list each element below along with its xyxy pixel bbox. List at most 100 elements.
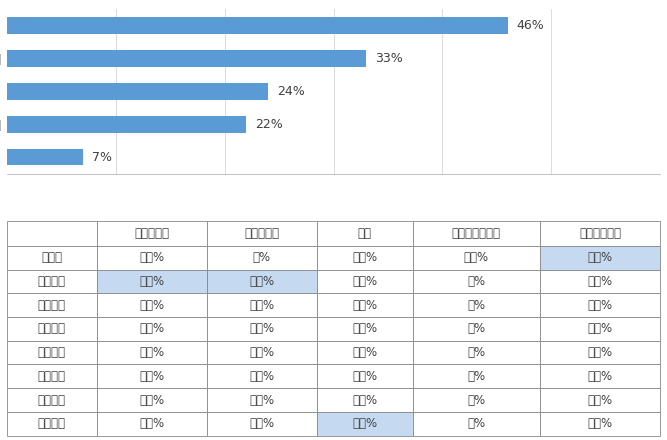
Text: ６%: ６% xyxy=(468,417,486,430)
Text: 特にしてない: 特にしてない xyxy=(579,227,621,240)
Bar xyxy=(413,317,540,341)
Bar xyxy=(413,293,540,317)
Bar xyxy=(317,317,413,341)
Text: ２９%: ２９% xyxy=(139,417,165,430)
Text: ５０%: ５０% xyxy=(139,275,165,288)
Text: ４０%: ４０% xyxy=(588,393,613,407)
Bar xyxy=(413,388,540,412)
Bar xyxy=(7,317,97,341)
Bar xyxy=(540,221,660,246)
Text: ３０%: ３０% xyxy=(139,346,165,359)
Bar xyxy=(413,412,540,436)
Bar xyxy=(97,270,207,293)
Text: 大雨や洪水: 大雨や洪水 xyxy=(244,227,279,240)
Bar xyxy=(413,270,540,293)
Bar xyxy=(7,246,97,270)
Bar xyxy=(207,317,317,341)
Text: ４１%: ４１% xyxy=(588,275,613,288)
Bar xyxy=(317,364,413,388)
Text: ２８%: ２８% xyxy=(249,323,274,335)
Bar xyxy=(97,246,207,270)
Text: 北海道: 北海道 xyxy=(41,251,63,264)
Bar xyxy=(413,246,540,270)
Bar xyxy=(97,317,207,341)
Text: ５%: ５% xyxy=(468,346,486,359)
Bar xyxy=(540,388,660,412)
Bar xyxy=(7,341,97,364)
Text: ７%: ７% xyxy=(253,251,271,264)
Text: 24%: 24% xyxy=(277,85,305,98)
Text: ２３%: ２３% xyxy=(352,346,378,359)
Text: ２２%: ２２% xyxy=(249,299,274,312)
Text: 東北地方: 東北地方 xyxy=(38,275,66,288)
Bar xyxy=(540,341,660,364)
Text: ４８%: ４８% xyxy=(588,370,613,383)
Text: 22%: 22% xyxy=(255,118,283,131)
Text: １９%: １９% xyxy=(249,417,274,430)
Text: ３２%: ３２% xyxy=(139,323,165,335)
Bar xyxy=(207,388,317,412)
Text: 33%: 33% xyxy=(375,52,403,65)
Text: ５１%: ５１% xyxy=(588,251,613,264)
Text: 九州地方: 九州地方 xyxy=(38,417,66,430)
Text: ２０%: ２０% xyxy=(139,370,165,383)
Bar xyxy=(317,341,413,364)
Text: １８%: １８% xyxy=(464,251,489,264)
Text: ４６%: ４６% xyxy=(588,417,613,430)
Text: ３２%: ３２% xyxy=(249,275,274,288)
Text: ３５%: ３５% xyxy=(139,299,165,312)
Text: 7%: 7% xyxy=(91,151,111,164)
Text: ４６%: ４６% xyxy=(588,323,613,335)
Bar xyxy=(317,293,413,317)
Bar xyxy=(7,50,366,66)
Bar xyxy=(97,221,207,246)
Bar xyxy=(207,341,317,364)
Bar xyxy=(413,341,540,364)
Text: ３８%: ３８% xyxy=(352,417,378,430)
Text: ４%: ４% xyxy=(468,370,486,383)
Bar xyxy=(97,388,207,412)
Bar xyxy=(317,246,413,270)
Bar xyxy=(413,364,540,388)
Text: ７%: ７% xyxy=(468,323,486,335)
Bar xyxy=(7,412,97,436)
Text: その他自然災害: その他自然災害 xyxy=(452,227,501,240)
Bar xyxy=(97,341,207,364)
Text: １６%: １６% xyxy=(249,393,274,407)
Bar xyxy=(97,364,207,388)
Bar xyxy=(207,412,317,436)
Text: ８%: ８% xyxy=(468,299,486,312)
Text: ４%: ４% xyxy=(468,393,486,407)
Text: ４９%: ４９% xyxy=(588,346,613,359)
Bar xyxy=(540,270,660,293)
Bar xyxy=(317,412,413,436)
Bar xyxy=(540,412,660,436)
Text: ２９%: ２９% xyxy=(249,370,274,383)
Bar xyxy=(413,221,540,246)
Bar xyxy=(317,221,413,246)
Bar xyxy=(207,246,317,270)
Bar xyxy=(540,364,660,388)
Bar xyxy=(7,364,97,388)
Text: ４４%: ４４% xyxy=(588,299,613,312)
Text: 関東地方: 関東地方 xyxy=(38,299,66,312)
Text: ２７%: ２７% xyxy=(139,251,165,264)
Bar xyxy=(540,293,660,317)
Text: 中国地方: 中国地方 xyxy=(38,370,66,383)
Bar xyxy=(7,221,97,246)
Text: １７%: １７% xyxy=(352,323,378,335)
Bar xyxy=(207,221,317,246)
Bar xyxy=(97,412,207,436)
Text: 地震や津波: 地震や津波 xyxy=(135,227,169,240)
Text: ２０%: ２０% xyxy=(352,393,378,407)
Bar xyxy=(7,388,97,412)
Text: ２２%: ２２% xyxy=(352,275,378,288)
Bar xyxy=(317,270,413,293)
Bar xyxy=(207,293,317,317)
Text: １１%: １１% xyxy=(352,251,378,264)
Text: ７%: ７% xyxy=(468,275,486,288)
Text: 46%: 46% xyxy=(516,19,544,32)
Text: 四国地方: 四国地方 xyxy=(38,393,66,407)
Text: 台風: 台風 xyxy=(358,227,372,240)
Text: ３６%: ３６% xyxy=(139,393,165,407)
